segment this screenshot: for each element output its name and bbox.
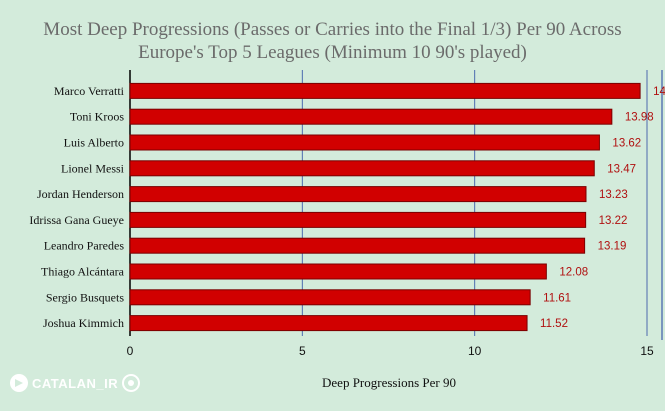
bar [129,237,586,254]
data-label: 13.19 [598,241,627,253]
category-label: Idrissa Gana Gueye [29,213,124,227]
chart-title-line-1: Most Deep Progressions (Passes or Carrie… [43,19,622,40]
chart-title-line-2: Europe's Top 5 Leagues (Minimum 10 90's … [138,42,527,63]
data-label: 11.61 [543,292,571,304]
bar [129,82,641,99]
x-tick-label: 0 [127,344,134,358]
data-label: 12.08 [559,267,588,279]
x-tick-label: 15 [640,344,654,358]
watermark-text: CATALAN_IR [32,375,119,391]
x-tick-label: 10 [468,344,482,358]
x-axis-label: Deep Progressions Per 90 [322,375,456,390]
category-label: Thiago Alcántara [41,265,125,279]
bar [129,211,587,228]
bar [129,289,531,306]
data-label: 13.62 [612,138,641,150]
category-label: Marco Verratti [54,84,125,98]
data-label: 13.23 [599,189,628,201]
category-label: Joshua Kimmich [43,316,124,330]
category-label: Luis Alberto [64,136,124,150]
category-label: Leandro Paredes [44,239,125,253]
x-tick-label: 5 [299,344,306,358]
data-label: 13.22 [599,215,628,227]
watermark: CATALAN_IR [10,374,141,392]
bar [129,315,528,332]
category-label: Jordan Henderson [37,187,124,201]
data-label: 11.52 [540,318,568,330]
data-label: 14 [653,86,665,98]
category-label: Sergio Busquets [46,290,124,304]
bar [129,134,600,151]
category-label: Lionel Messi [61,161,125,175]
data-label: 13.98 [625,112,654,124]
bar [129,160,595,177]
data-label: 13.47 [607,163,636,175]
bar [129,108,613,125]
bar [129,263,547,280]
badge-icon [122,374,141,392]
bar [129,186,587,203]
category-label: Toni Kroos [70,110,124,124]
telegram-icon [10,374,28,392]
